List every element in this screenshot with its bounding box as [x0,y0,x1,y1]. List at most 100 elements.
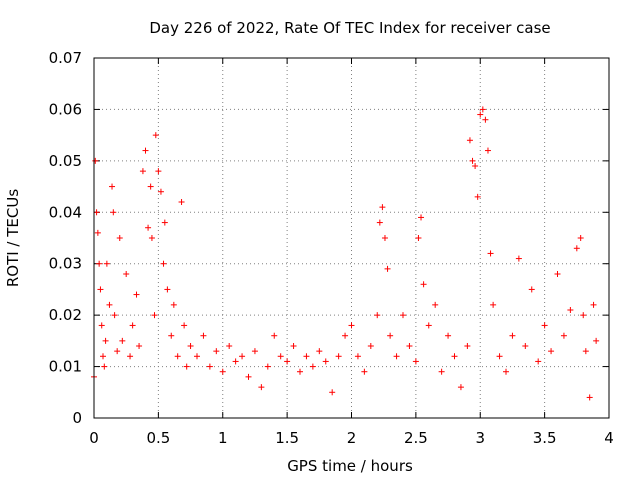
x-tick-label: 2 [347,429,357,447]
data-point [102,337,109,344]
data-point [142,147,149,154]
data-point [420,281,427,288]
data-point [111,312,118,319]
data-point [472,163,479,169]
y-tick-label: 0.04 [49,203,82,221]
x-tick-label: 0.5 [146,429,170,447]
data-point [451,353,458,360]
y-tick-label: 0 [72,409,82,427]
data-point [374,312,381,319]
data-point [376,219,383,226]
data-point [548,348,555,355]
data-point [438,368,445,375]
data-point [213,348,220,355]
data-point [381,235,388,241]
data-point [367,343,374,349]
data-point [503,368,509,375]
data-point [206,363,213,370]
data-point [277,353,284,360]
data-point [119,337,126,344]
data-point [482,116,489,123]
data-point [469,157,476,164]
data-point [93,209,100,216]
x-tick-label: 3.5 [533,429,557,447]
chart-title: Day 226 of 2022, Rate Of TEC Index for r… [149,19,550,37]
data-point [97,286,104,293]
data-point [168,332,175,339]
data-point [264,363,271,370]
data-point [123,271,130,277]
data-point [567,307,574,313]
x-tick-label: 1 [218,429,228,447]
data-point [535,358,542,365]
data-point [103,260,110,267]
data-point [116,235,123,241]
data-point [496,353,503,360]
x-tick-label: 0 [89,429,99,447]
data-point [406,343,413,349]
data-point [152,132,159,139]
data-point [106,301,113,308]
data-point [183,363,190,370]
data-point [239,353,246,360]
data-point [586,394,593,401]
data-point [290,343,297,349]
x-tick-labels: 0 0.5 1 1.5 2 2.5 3 3.5 4 [89,429,614,447]
data-point [174,353,181,360]
data-point [329,389,336,396]
data-point [187,343,194,349]
data-point [194,353,200,360]
y-tick-label: 0.06 [49,100,82,118]
y-tick-label: 0.05 [49,152,82,170]
x-tick-label: 2.5 [404,429,428,447]
data-point [161,219,168,226]
data-point [580,312,587,319]
data-point [590,301,597,308]
data-point [181,322,188,329]
data-point [348,322,355,329]
x-tick-label: 1.5 [275,429,299,447]
data-point [560,332,567,339]
data-point [219,368,226,375]
data-point [464,343,471,349]
data-point [114,348,121,355]
data-point [509,332,516,339]
data-point [133,291,140,298]
data-point [379,204,386,211]
data-point [361,368,368,375]
data-point [232,358,239,365]
data-point [342,332,349,339]
plot-frame [93,57,610,419]
data-point [515,255,522,262]
data-point [309,363,316,370]
x-axis-label: GPS time / hours [287,457,413,475]
data-point [157,188,164,195]
data-point [457,384,464,391]
data-point [155,168,162,175]
data-point [170,301,177,308]
data-point [151,312,158,319]
data-point [593,337,600,344]
data-point [393,353,400,360]
data-point [387,332,394,339]
data-point [415,235,422,241]
data-point [412,358,419,365]
data-point [582,348,589,355]
data-point [322,358,329,365]
data-point [258,384,265,391]
data-point [284,358,291,365]
data-point [432,301,439,308]
data-point [160,260,167,267]
data-point [335,353,342,360]
data-point [528,286,535,293]
y-tick-labels: 0 0.01 0.02 0.03 0.04 0.05 0.06 0.07 [49,49,82,427]
data-point [384,265,391,272]
data-point [127,353,134,360]
data-point [101,363,108,370]
data-point [148,235,155,241]
data-point [484,147,491,154]
data-point [226,343,233,349]
data-point [303,353,310,360]
data-point [425,322,432,329]
data-point [96,260,103,267]
